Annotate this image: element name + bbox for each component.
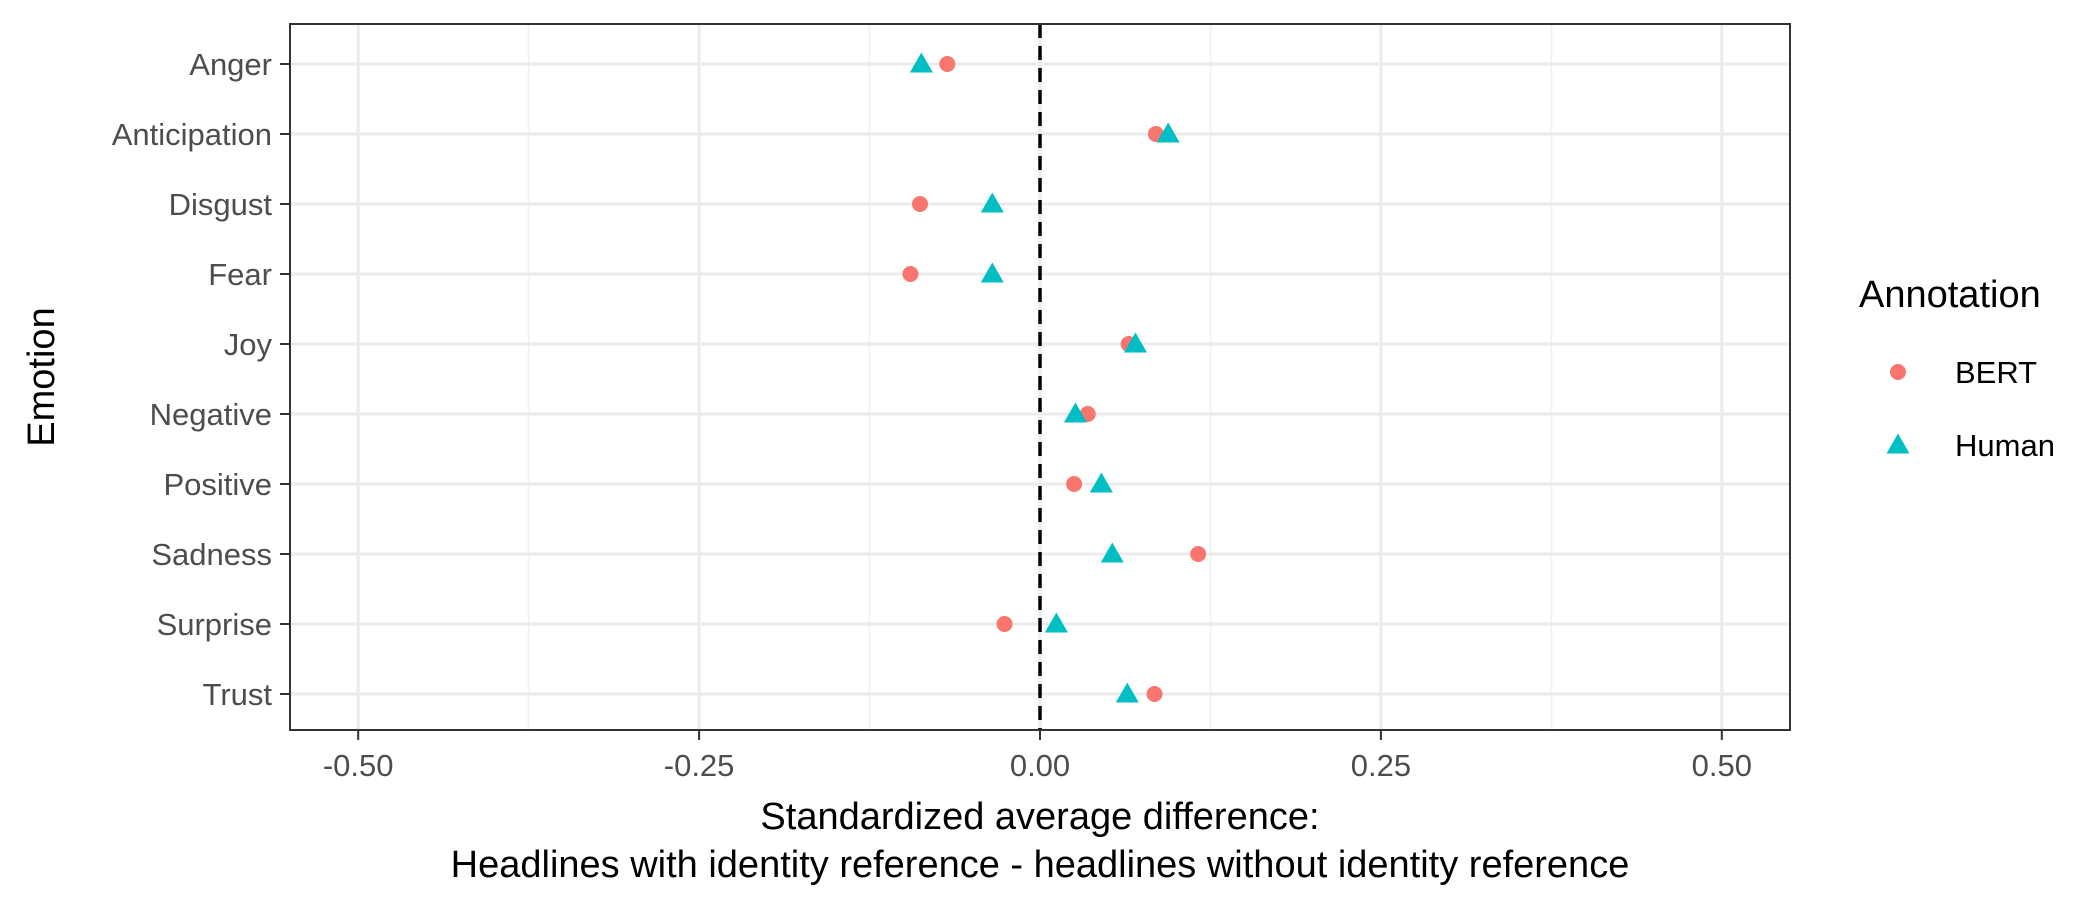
x-tick-label: -0.25 (664, 748, 735, 783)
y-tick-label: Joy (224, 327, 273, 362)
bert-point (1066, 476, 1083, 492)
bert-point (996, 616, 1013, 632)
data-points (902, 52, 1207, 703)
human-point (1115, 682, 1139, 703)
human-point (1089, 472, 1113, 493)
human-point (980, 262, 1004, 283)
x-tick-label: 0.00 (1010, 748, 1070, 783)
y-tick-label: Trust (203, 677, 273, 712)
x-axis-title-line-1: Standardized average difference: (760, 796, 1319, 838)
human-point (1063, 402, 1087, 423)
human-point (1123, 332, 1147, 353)
y-tick-label: Anger (189, 47, 272, 82)
human-point (909, 52, 933, 73)
x-axis: -0.50 -0.25 0.00 0.25 0.50 (323, 730, 1752, 783)
legend-key-bert (1890, 364, 1906, 380)
minor-grid (527, 24, 1553, 730)
human-point (1156, 122, 1180, 143)
y-tick-label: Fear (208, 257, 272, 292)
x-tick-label: 0.25 (1351, 748, 1411, 783)
y-axis: Anger Anticipation Disgust Fear Joy Negative P… (112, 47, 290, 712)
legend-label-human: Human (1955, 428, 2055, 463)
x-tick-label: 0.50 (1692, 748, 1752, 783)
human-point (1044, 612, 1068, 633)
x-tick-label: -0.50 (323, 748, 394, 783)
legend: Annotation BERT Human (1859, 274, 2055, 463)
human-point (980, 192, 1004, 213)
legend-title: Annotation (1859, 274, 2041, 316)
legend-label-bert: BERT (1955, 355, 2037, 390)
human-point (1100, 542, 1124, 563)
legend-key-human (1886, 433, 1910, 454)
bert-point (912, 196, 928, 212)
bert-point (939, 56, 956, 72)
y-axis-title: Emotion (21, 307, 63, 446)
bert-point (1190, 546, 1207, 562)
y-tick-label: Disgust (169, 187, 273, 222)
bert-point (1146, 686, 1163, 702)
y-tick-label: Sadness (151, 537, 272, 572)
y-tick-label: Negative (150, 397, 272, 432)
bert-point (902, 266, 919, 282)
x-axis-title-line-2: Headlines with identity reference - head… (451, 844, 1630, 886)
y-tick-label: Positive (163, 467, 272, 502)
y-tick-label: Anticipation (112, 117, 272, 152)
y-tick-label: Surprise (157, 607, 272, 642)
